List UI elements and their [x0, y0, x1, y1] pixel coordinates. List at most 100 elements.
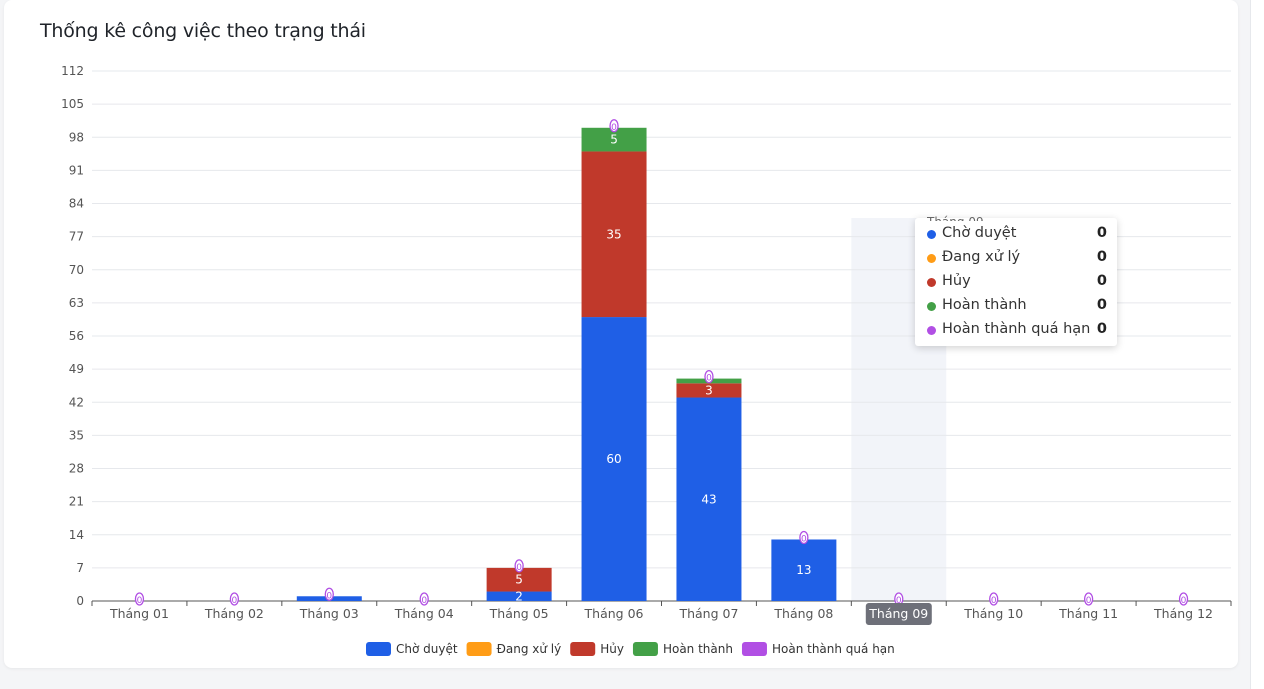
y-tick-label: 77 — [69, 230, 84, 244]
zero-marker-label: 0 — [1181, 596, 1187, 606]
tooltip-row: Đang xử lý 0 — [927, 249, 1107, 269]
series-color-dot — [927, 254, 936, 263]
zero-marker — [609, 119, 619, 133]
zero-marker — [229, 592, 240, 606]
zero-marker-label: 0 — [516, 563, 522, 573]
x-tick-label: Tháng 03 — [299, 606, 359, 621]
legend-label: Hoàn thành quá hạn — [772, 642, 895, 656]
tooltip-value: 0 — [1096, 225, 1107, 241]
legend-label: Hoàn thành — [663, 642, 733, 656]
zero-marker — [419, 592, 429, 606]
zero-marker — [134, 592, 145, 606]
tooltip-row: Hoàn thành quá hạn 0 — [927, 321, 1107, 341]
legend-swatch — [466, 642, 492, 656]
bar-segment — [771, 539, 837, 601]
bar-segment — [581, 127, 647, 152]
bar-value-label: 60 — [606, 452, 621, 466]
x-tick-label: Tháng 09 — [868, 606, 928, 621]
zero-marker — [324, 587, 334, 601]
x-tick-label: Tháng 08 — [773, 606, 833, 621]
zero-marker-label: 0 — [326, 591, 332, 601]
series-color-dot — [927, 278, 936, 287]
y-tick-label: 35 — [69, 428, 84, 442]
tooltip-title: Tháng 09 — [927, 215, 984, 221]
x-tick-label: Tháng 11 — [1058, 606, 1118, 621]
zero-marker — [704, 369, 714, 384]
zero-marker — [1083, 592, 1094, 606]
zero-marker-label: 0 — [801, 534, 807, 544]
bar-segment — [581, 151, 647, 318]
zero-marker — [514, 559, 524, 573]
x-tick-label: Tháng 12 — [1153, 606, 1213, 621]
series-color-dot — [927, 302, 936, 311]
y-tick-label: 70 — [69, 263, 84, 277]
zero-marker-label: 0 — [991, 596, 997, 606]
zero-marker — [1178, 592, 1189, 606]
x-tick-label: Tháng 07 — [678, 606, 738, 621]
tooltip-row: Hủy 0 — [927, 273, 1107, 293]
y-tick-label: 98 — [69, 130, 84, 144]
x-tick-label: Tháng 10 — [963, 606, 1023, 621]
y-tick-label: 91 — [69, 163, 84, 177]
series-color-dot — [927, 230, 936, 239]
zero-marker-label: 0 — [421, 596, 427, 606]
x-tick-label: Tháng 04 — [394, 606, 454, 621]
bar-segment — [486, 567, 552, 592]
y-tick-label: 63 — [69, 296, 84, 310]
tooltip-value: 0 — [1096, 273, 1107, 289]
tooltip-label: Hoàn thành quá hạn — [942, 321, 1091, 337]
bar-segment — [581, 317, 647, 601]
tooltip-label: Đang xử lý — [942, 249, 1021, 265]
zero-marker — [799, 530, 809, 545]
x-tick-label: Tháng 06 — [584, 606, 644, 621]
y-tick-label: 49 — [69, 362, 84, 376]
x-tick-label: Tháng 01 — [109, 606, 169, 621]
bar-segment — [676, 383, 742, 398]
bar-value-label: 2 — [515, 589, 523, 603]
bar-value-label: 5 — [610, 133, 618, 147]
x-tick-label: Tháng 05 — [489, 606, 549, 621]
chart-tooltip: Tháng 09 Chờ duyệt 0 Đang xử lý 0 Hủy 0 … — [915, 215, 1117, 346]
tooltip-label: Hủy — [942, 273, 971, 289]
legend-swatch — [570, 642, 596, 656]
bar-value-label: 43 — [701, 492, 716, 506]
zero-marker — [989, 592, 999, 606]
y-tick-label: 112 — [61, 64, 84, 78]
bar-value-label: 13 — [796, 563, 811, 577]
legend-label: Chờ duyệt — [396, 642, 458, 656]
zero-marker-label: 0 — [137, 596, 143, 606]
series-color-dot — [927, 326, 936, 335]
y-tick-label: 28 — [69, 462, 84, 476]
tooltip-value: 0 — [1096, 297, 1107, 313]
chart-title: Thống kê công việc theo trạng thái — [40, 20, 366, 42]
scrollbar-track[interactable] — [1250, 0, 1264, 689]
y-tick-label: 56 — [69, 329, 84, 343]
bar-segment — [676, 397, 742, 601]
zero-marker-label: 0 — [706, 374, 712, 384]
y-tick-label: 105 — [61, 97, 84, 111]
zero-marker-label: 0 — [1086, 596, 1092, 606]
legend-swatch — [632, 642, 658, 656]
y-tick-label: 42 — [69, 395, 84, 409]
legend-label: Đang xử lý — [497, 642, 562, 656]
tooltip-value: 0 — [1096, 321, 1107, 337]
bar-segment — [486, 591, 552, 601]
bar-value-label: 3 — [705, 383, 713, 397]
y-tick-label: 0 — [76, 594, 84, 608]
legend-swatch — [366, 642, 391, 656]
legend-swatch — [741, 642, 767, 656]
x-label-highlight — [865, 603, 932, 625]
y-tick-label: 21 — [69, 495, 84, 509]
zero-marker-label: 0 — [232, 596, 238, 606]
tooltip-value: 0 — [1096, 249, 1107, 265]
zero-marker-label: 0 — [896, 596, 902, 606]
legend-label: Hủy — [600, 642, 624, 656]
bar-value-label: 35 — [606, 227, 621, 241]
y-tick-label: 84 — [69, 197, 84, 211]
tooltip-label: Chờ duyệt — [942, 225, 1017, 241]
tooltip-label: Hoàn thành — [942, 297, 1027, 313]
bar-value-label: 5 — [515, 573, 523, 587]
zero-marker-label: 0 — [611, 123, 617, 133]
y-tick-label: 7 — [76, 561, 84, 575]
